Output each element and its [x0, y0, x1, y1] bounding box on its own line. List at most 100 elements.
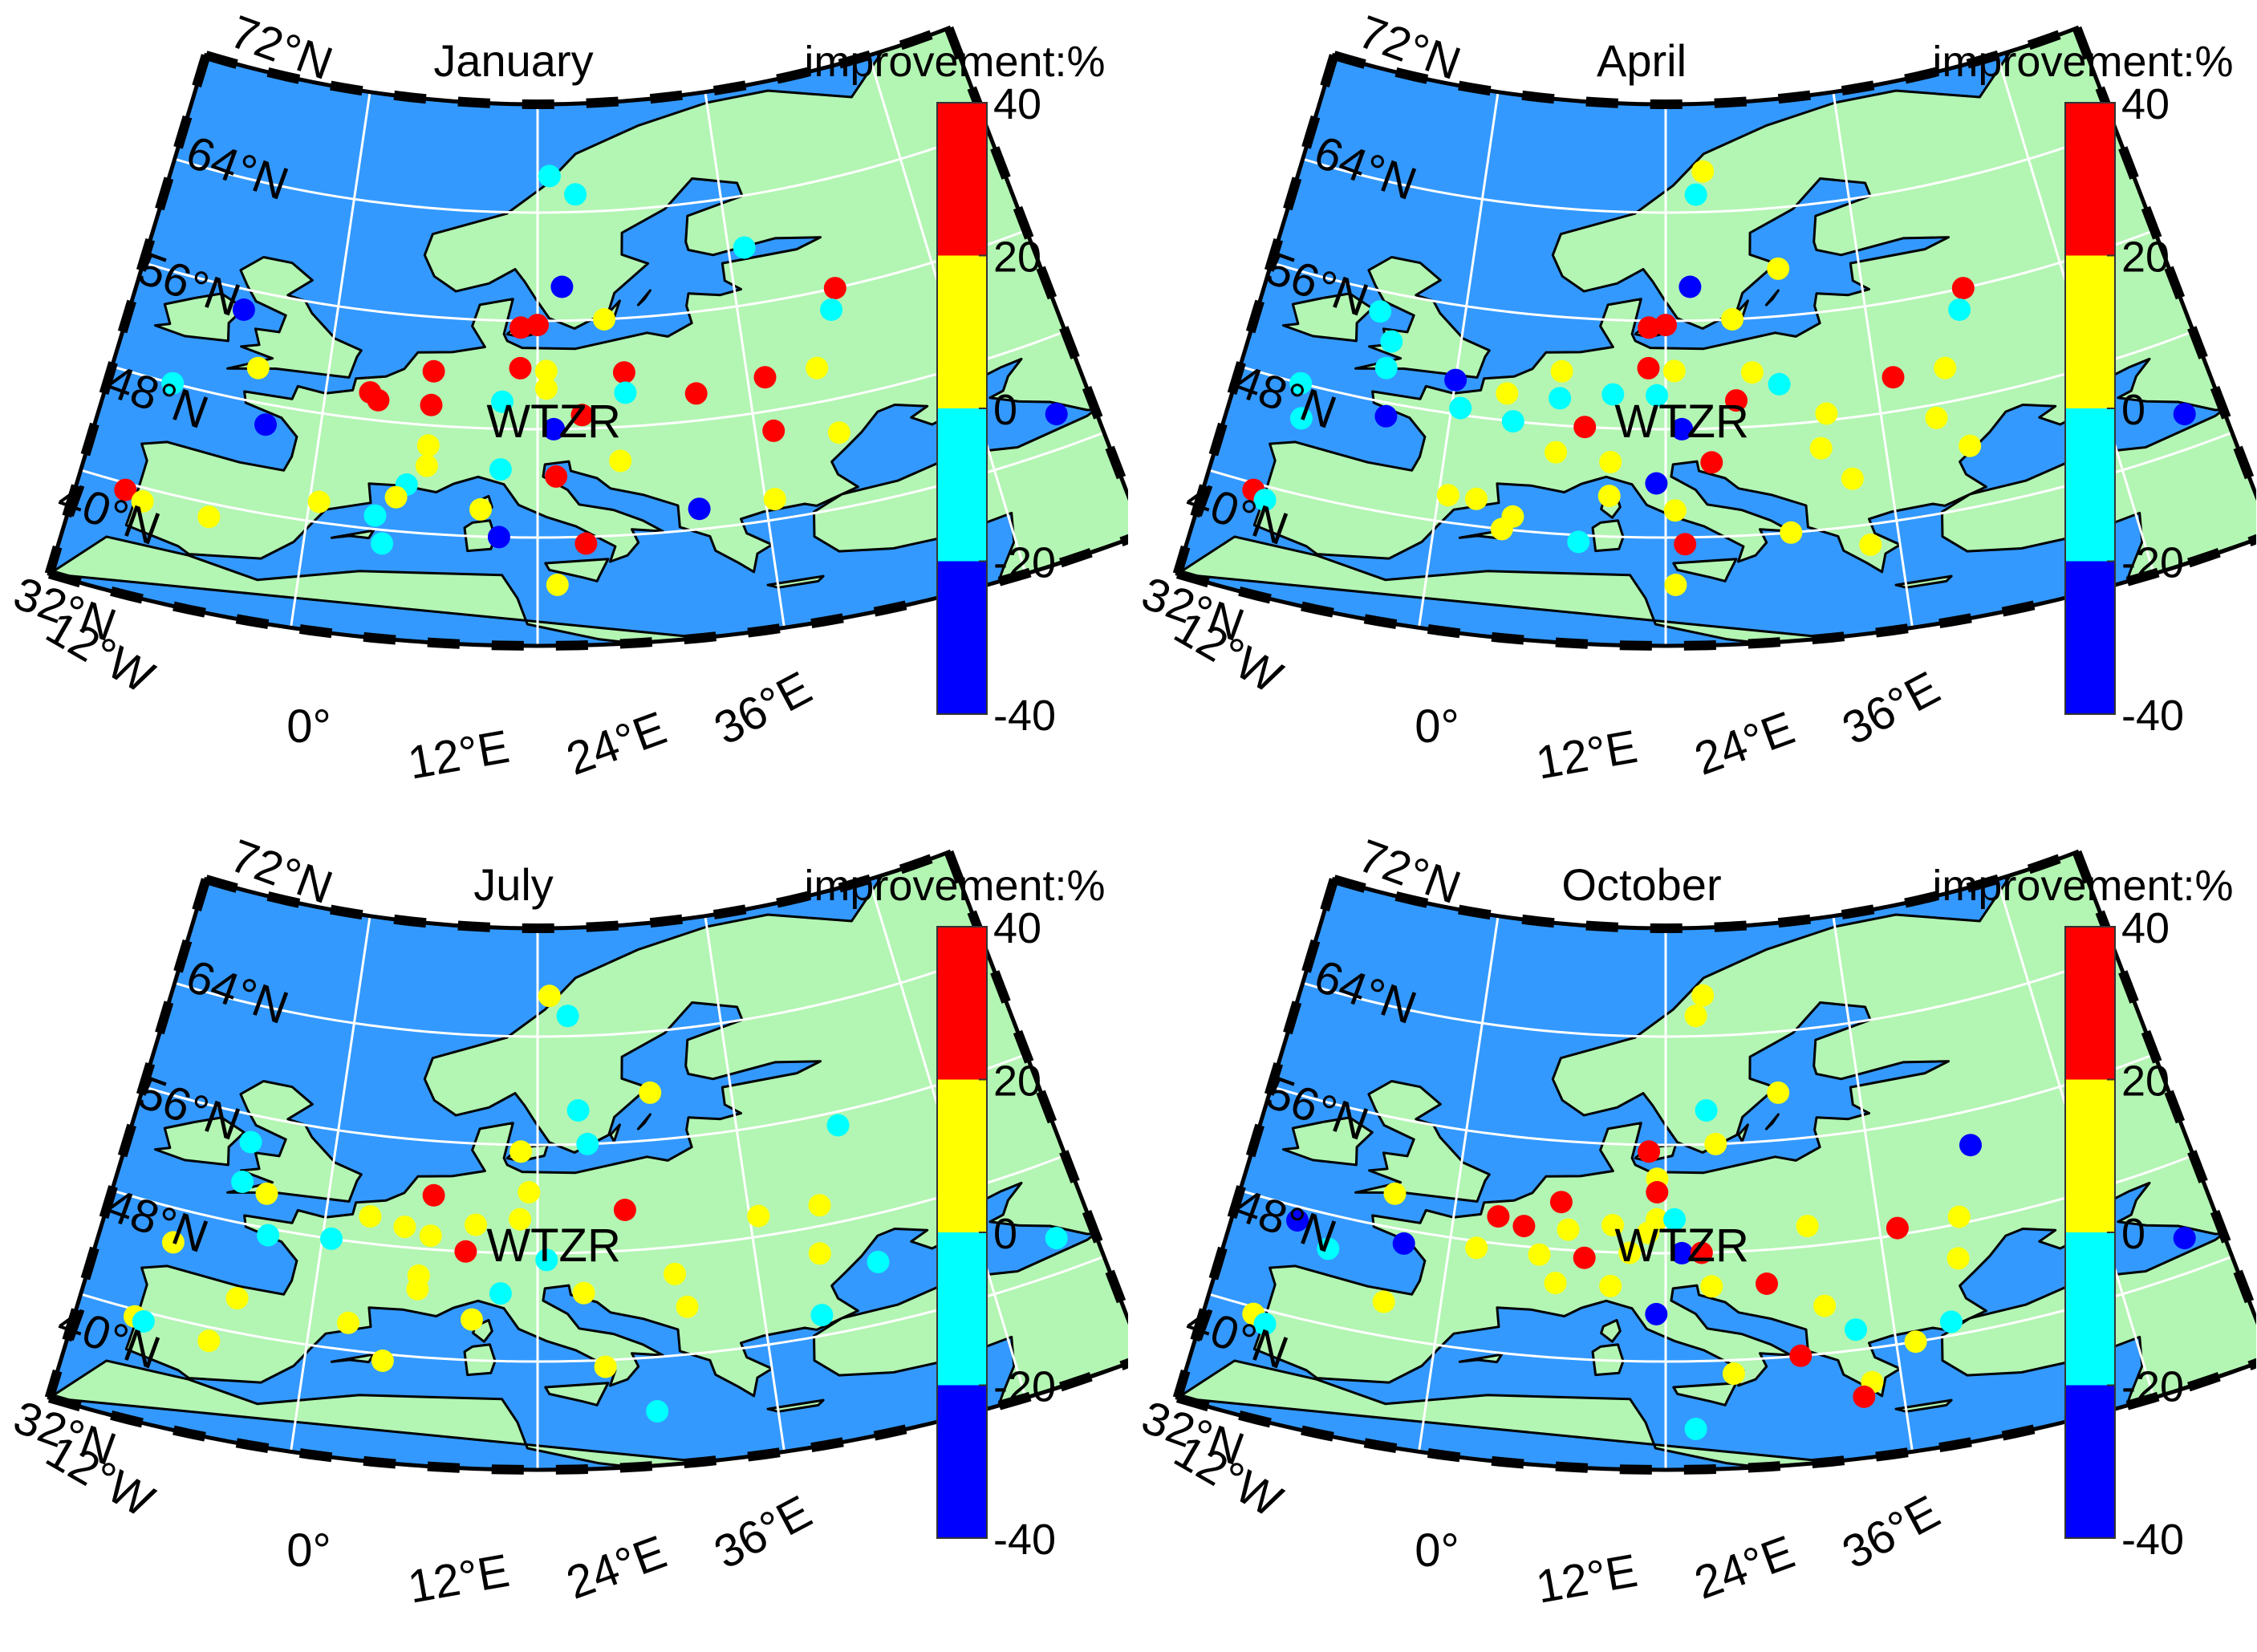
- station-marker: [538, 984, 561, 1008]
- station-marker: [614, 381, 637, 404]
- station-marker: [1597, 485, 1621, 508]
- colorbar-tick-label: -20: [2121, 539, 2184, 587]
- station-marker: [1691, 984, 1715, 1007]
- panel-april: WTZR April 72°N 64°N 56°N 48°N 40°N 32°N 12°W 0° 1…: [1128, 0, 2257, 824]
- station-marker: [367, 388, 390, 412]
- station-marker: [1369, 300, 1392, 323]
- parallel-line: [174, 952, 988, 1038]
- station-marker: [1601, 383, 1625, 406]
- landmass: [1894, 574, 1953, 589]
- station-marker: [1939, 1310, 1963, 1333]
- landmass: [766, 574, 825, 589]
- station-marker: [239, 1130, 262, 1154]
- colorbar-title: improvement:%: [804, 38, 1105, 86]
- station-marker: [572, 1281, 595, 1305]
- station-marker: [538, 164, 561, 188]
- station-marker: [763, 488, 786, 511]
- station-marker: [1934, 356, 1957, 380]
- station-marker: [257, 1224, 280, 1247]
- reference-station-label: WTZR: [1614, 1220, 1749, 1272]
- station-marker: [518, 1181, 541, 1203]
- station-marker: [1663, 1208, 1686, 1231]
- station-marker: [1959, 1134, 1982, 1157]
- colorbar-tick-label: 40: [993, 80, 1041, 128]
- station-marker: [609, 449, 632, 473]
- longitude-label: 12°E: [404, 1544, 514, 1613]
- station-marker: [1501, 410, 1524, 433]
- colorbar-bin: [2065, 1232, 2115, 1386]
- station-marker: [1756, 1272, 1778, 1295]
- colorbar-tick-label: 40: [2121, 80, 2170, 128]
- colorbar-bin: [2065, 1385, 2115, 1538]
- colorbar-bin: [937, 1385, 987, 1538]
- station-marker: [1670, 417, 1694, 440]
- panel-july: WTZR July 72°N 64°N 56°N 48°N 40°N 32°N 12°W 0° 12…: [0, 824, 1148, 1648]
- landmass: [1354, 1080, 1491, 1203]
- station-marker: [1317, 1237, 1340, 1260]
- parallel-line: [1240, 330, 2194, 431]
- station-marker: [1545, 440, 1568, 464]
- longitude-label: 0°: [286, 700, 331, 753]
- station-marker: [1436, 484, 1459, 507]
- station-marker: [1767, 1081, 1790, 1104]
- station-marker: [1465, 487, 1488, 510]
- landmass: [1177, 71, 1292, 145]
- station-marker: [1512, 1215, 1536, 1238]
- station-marker: [546, 573, 569, 596]
- colorbar: 40 20 0 -20 -40: [936, 80, 1056, 740]
- colorbar-bin: [2065, 103, 2115, 256]
- station-marker: [1289, 407, 1313, 430]
- meridian-line: [704, 91, 785, 628]
- station-marker: [1796, 1215, 1819, 1238]
- station-marker: [1286, 1209, 1309, 1232]
- longitude-label: 12°E: [1532, 1544, 1642, 1613]
- station-marker: [363, 504, 387, 527]
- longitude-label: 36°E: [706, 1485, 820, 1579]
- station-marker: [1780, 521, 1803, 544]
- station-marker: [823, 277, 846, 300]
- colorbar-bin: [2065, 927, 2115, 1080]
- station-marker: [1722, 1362, 1745, 1386]
- meridian-line: [290, 91, 371, 628]
- station-marker: [526, 314, 549, 337]
- station-marker: [534, 377, 558, 400]
- station-marker: [2173, 403, 2196, 426]
- station-marker: [1045, 403, 1068, 426]
- colorbar-title: improvement:%: [1932, 862, 2233, 910]
- parallel-line: [143, 229, 1027, 323]
- station-marker: [1487, 1205, 1510, 1228]
- station-marker: [1813, 1294, 1837, 1317]
- station-marker: [676, 1295, 699, 1318]
- landmass: [609, 1123, 621, 1143]
- station-marker: [1528, 1243, 1551, 1266]
- station-marker: [1663, 499, 1687, 522]
- colorbar-bin: [2065, 255, 2115, 408]
- station-marker: [688, 497, 711, 521]
- station-marker: [337, 1311, 359, 1334]
- station-marker: [1557, 1218, 1580, 1241]
- longitude-label: 36°E: [706, 661, 820, 755]
- panel-title: October: [1561, 859, 1721, 910]
- station-marker: [1662, 359, 1686, 383]
- colorbar-tick-label: 20: [2121, 233, 2170, 282]
- landmass: [49, 71, 164, 145]
- station-marker: [1599, 1274, 1622, 1297]
- station-marker: [420, 393, 443, 416]
- station-marker: [491, 390, 514, 413]
- longitude-label: 12°E: [404, 720, 514, 789]
- station-marker: [509, 1208, 532, 1231]
- landmass: [636, 289, 652, 306]
- station-marker: [246, 356, 270, 380]
- station-marker: [1951, 277, 1975, 300]
- colorbar-tick-label: 20: [993, 1057, 1041, 1106]
- station-marker: [1845, 1318, 1867, 1341]
- station-marker: [566, 1099, 590, 1122]
- station-marker: [406, 1277, 429, 1301]
- landmass: [1672, 558, 1738, 582]
- panel-title: July: [473, 859, 554, 910]
- station-marker: [1700, 451, 1723, 474]
- station-marker: [1882, 366, 1905, 389]
- stations: [124, 984, 1068, 1423]
- station-marker: [646, 1400, 669, 1423]
- landmass: [49, 895, 164, 969]
